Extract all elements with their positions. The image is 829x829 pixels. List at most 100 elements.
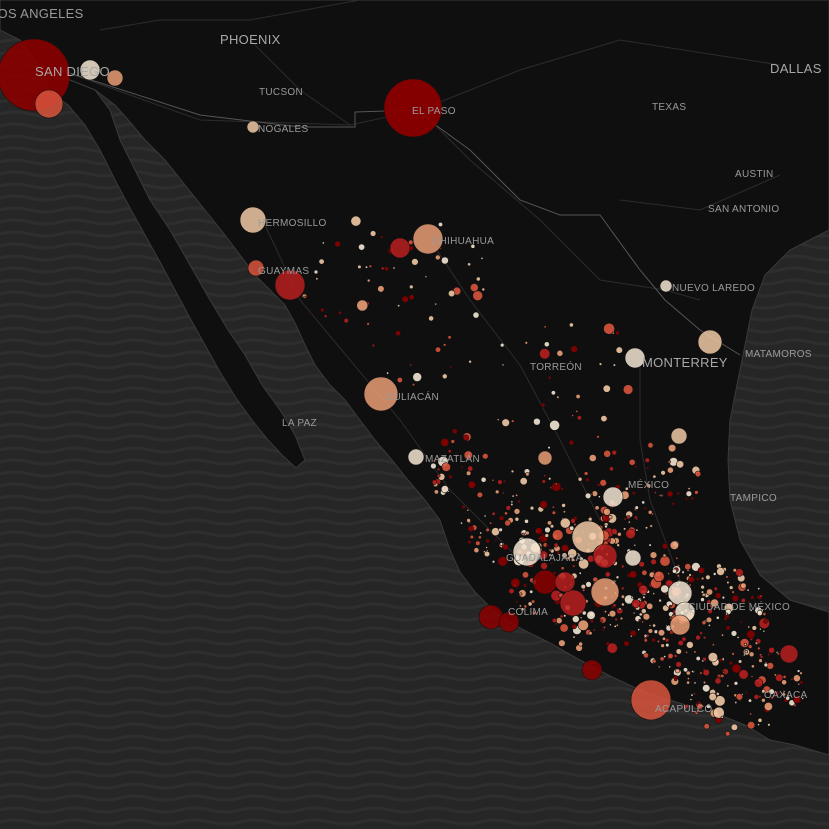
incident-point[interactable] [657,665,661,669]
incident-point[interactable] [634,505,639,510]
incident-point[interactable] [472,290,484,302]
incident-point[interactable] [366,322,370,326]
incident-point[interactable] [363,376,399,412]
incident-point[interactable] [592,543,618,569]
incident-point[interactable] [700,597,705,602]
incident-point[interactable] [656,639,661,644]
incident-point[interactable] [626,515,631,520]
incident-point[interactable] [653,570,665,583]
incident-point[interactable] [540,562,548,570]
incident-point[interactable] [559,589,587,617]
incident-point[interactable] [706,588,714,596]
incident-point[interactable] [451,428,458,435]
incident-point[interactable] [725,575,729,579]
incident-point[interactable] [691,670,694,673]
incident-point[interactable] [495,489,500,495]
incident-point[interactable] [566,556,571,561]
incident-point[interactable] [572,564,576,568]
incident-point[interactable] [685,670,691,676]
incident-point[interactable] [738,669,749,680]
incident-point[interactable] [750,595,755,600]
incident-point[interactable] [684,703,690,709]
incident-point[interactable] [560,487,564,491]
incident-point[interactable] [604,524,608,529]
incident-point[interactable] [551,529,564,541]
incident-point[interactable] [676,460,685,469]
incident-point[interactable] [686,641,694,649]
incident-point[interactable] [518,604,522,608]
incident-point[interactable] [648,543,652,547]
incident-point[interactable] [667,460,671,464]
incident-point[interactable] [665,642,670,648]
incident-point[interactable] [590,492,594,496]
incident-point[interactable] [721,595,726,600]
incident-point[interactable] [710,598,719,608]
incident-point[interactable] [511,494,515,498]
incident-point[interactable] [652,474,657,479]
incident-point[interactable] [715,692,720,696]
incident-point[interactable] [600,415,608,423]
incident-point[interactable] [603,507,611,516]
incident-point[interactable] [790,677,794,681]
incident-point[interactable] [749,608,753,612]
incident-point[interactable] [525,530,530,536]
incident-point[interactable] [575,393,581,399]
incident-point[interactable] [448,289,456,298]
incident-point[interactable] [666,490,674,498]
incident-point[interactable] [543,474,547,478]
incident-point[interactable] [541,532,545,537]
incident-point[interactable] [515,493,519,497]
incident-point[interactable] [705,703,711,709]
incident-point[interactable] [515,600,519,604]
incident-point[interactable] [450,439,455,444]
incident-point[interactable] [746,629,756,639]
incident-point[interactable] [659,279,673,293]
incident-point[interactable] [763,619,768,624]
incident-point[interactable] [792,695,802,704]
incident-point[interactable] [693,692,696,696]
incident-point[interactable] [624,347,646,369]
incident-point[interactable] [364,265,368,269]
incident-point[interactable] [739,620,743,624]
incident-point[interactable] [761,689,766,694]
incident-point[interactable] [642,612,651,621]
incident-point[interactable] [466,470,472,476]
incident-point[interactable] [533,417,541,426]
incident-point[interactable] [576,552,580,556]
incident-point[interactable] [510,469,515,474]
incident-point[interactable] [757,646,761,651]
incident-point[interactable] [409,284,414,290]
incident-point[interactable] [694,470,702,478]
incident-point[interactable] [485,546,488,549]
incident-point[interactable] [653,491,657,495]
incident-point[interactable] [637,628,641,632]
incident-point[interactable] [584,492,592,499]
incident-point[interactable] [671,568,677,574]
incident-point[interactable] [334,240,341,248]
incident-point[interactable] [625,528,636,539]
incident-point[interactable] [337,310,342,315]
incident-point[interactable] [599,479,607,487]
incident-point[interactable] [562,510,566,514]
incident-point[interactable] [712,572,717,576]
incident-point[interactable] [525,472,530,477]
incident-point[interactable] [676,491,681,496]
incident-point[interactable] [582,588,586,592]
incident-point[interactable] [634,464,638,469]
incident-point[interactable] [485,538,490,544]
incident-point[interactable] [716,567,725,576]
incident-point[interactable] [684,497,688,501]
incident-point[interactable] [529,589,534,594]
incident-point[interactable] [711,643,715,647]
incident-point[interactable] [743,642,747,646]
incident-point[interactable] [559,614,564,619]
incident-point[interactable] [323,314,328,319]
incident-point[interactable] [611,331,615,335]
incident-point[interactable] [645,466,650,470]
incident-point[interactable] [638,584,649,595]
incident-point[interactable] [757,587,761,591]
incident-point[interactable] [638,612,643,617]
incident-point[interactable] [756,609,763,616]
incident-point[interactable] [685,490,693,497]
